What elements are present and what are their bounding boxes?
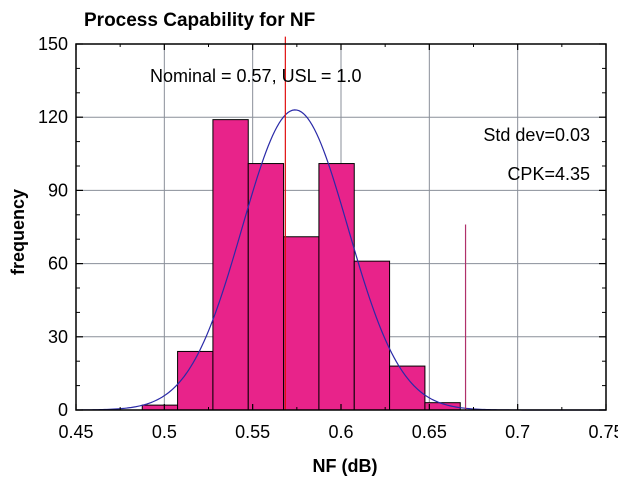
x-tick-label: 0.45 [58, 422, 93, 442]
y-tick-label: 120 [38, 107, 68, 127]
axis-ticks [75, 43, 607, 411]
histogram-bar [283, 236, 320, 411]
x-tick-label: 0.55 [235, 422, 270, 442]
y-tick-label: 30 [48, 327, 68, 347]
x-tick-label: 0.75 [588, 422, 618, 442]
std-dev-annotation: Std dev=0.03 [483, 125, 590, 145]
histogram-bar [318, 163, 355, 411]
y-tick-label: 90 [48, 180, 68, 200]
x-tick-label: 0.5 [152, 422, 177, 442]
x-axis-label: NF (dB) [313, 456, 378, 476]
chart-title: Process Capability for NF [84, 10, 315, 31]
histogram-bars [141, 119, 461, 411]
y-tick-label: 60 [48, 254, 68, 274]
reference-lines [284, 36, 467, 410]
y-tick-label: 0 [58, 400, 68, 420]
histogram-bar [389, 365, 426, 411]
x-tick-label: 0.6 [328, 422, 353, 442]
y-axis-label: frequency [8, 189, 28, 275]
histogram-bar [353, 260, 391, 411]
y-tick-labels: 0 30 60 90 120 150 [38, 34, 68, 420]
histogram-bar [247, 163, 285, 411]
x-tick-label: 0.7 [505, 422, 530, 442]
y-tick-label: 150 [38, 34, 68, 54]
x-tick-label: 0.65 [412, 422, 447, 442]
x-tick-labels: 0.45 0.5 0.55 0.6 0.65 0.7 0.75 [58, 422, 618, 442]
cpk-annotation: CPK=4.35 [507, 164, 590, 184]
nominal-usl-annotation: Nominal = 0.57, USL = 1.0 [150, 66, 361, 86]
histogram-bar [177, 350, 214, 411]
